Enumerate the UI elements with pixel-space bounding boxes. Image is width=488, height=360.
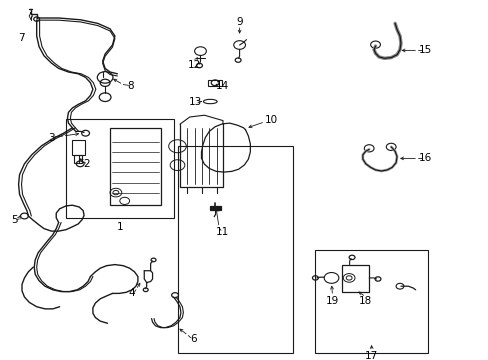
Text: 14: 14 — [215, 81, 229, 91]
Text: 6: 6 — [189, 334, 196, 344]
Text: 15: 15 — [418, 45, 431, 55]
Text: 9: 9 — [236, 17, 243, 27]
Text: 7: 7 — [18, 33, 25, 43]
Bar — [72, 140, 84, 155]
Text: 16: 16 — [418, 153, 431, 163]
Text: 2: 2 — [83, 159, 90, 169]
Text: 5: 5 — [11, 215, 18, 225]
Text: 19: 19 — [325, 296, 339, 306]
Text: 1: 1 — [116, 222, 123, 232]
Text: 4: 4 — [128, 288, 135, 298]
Bar — [315, 250, 427, 353]
Bar — [110, 128, 161, 205]
Bar — [178, 146, 293, 353]
Text: 12: 12 — [187, 60, 201, 70]
Text: 11: 11 — [215, 227, 229, 237]
Text: 18: 18 — [358, 296, 372, 306]
Bar — [207, 80, 222, 86]
Bar — [210, 206, 221, 210]
Text: 13: 13 — [188, 96, 202, 107]
Bar — [74, 155, 82, 163]
Text: 3: 3 — [48, 132, 55, 143]
Text: 8: 8 — [127, 81, 134, 91]
Text: 10: 10 — [264, 114, 277, 125]
Bar — [342, 265, 368, 292]
Text: 17: 17 — [364, 351, 378, 360]
Bar — [66, 119, 173, 218]
